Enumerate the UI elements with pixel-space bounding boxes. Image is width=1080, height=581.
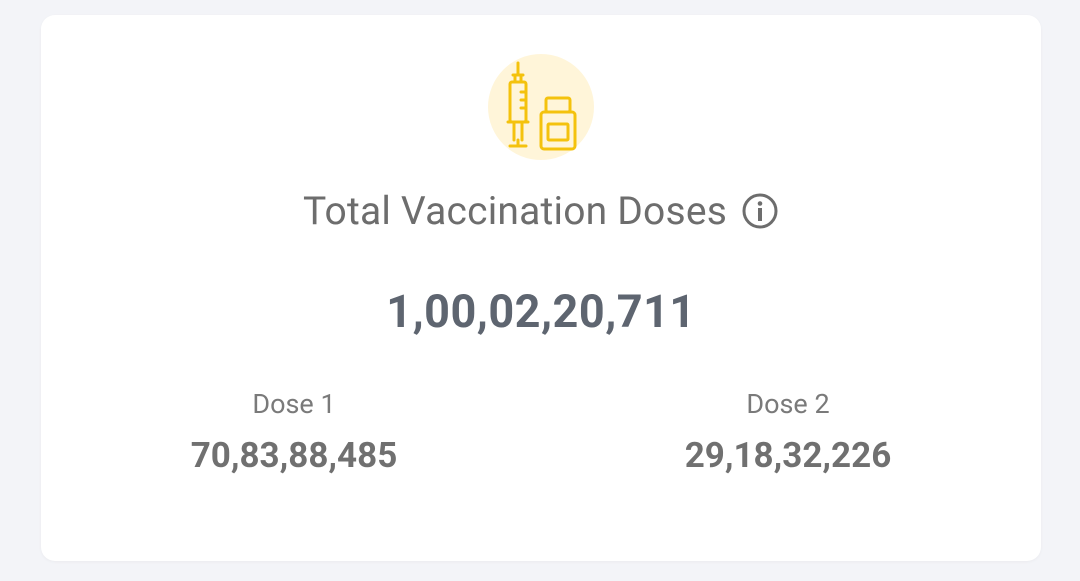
dose-label: Dose 1 (252, 388, 336, 420)
dose-value: 70,83,88,485 (190, 435, 398, 476)
card-title: Total Vaccination Doses (302, 188, 728, 234)
stats-card: Total Vaccination Doses 1,00,02,20,711 D… (41, 15, 1041, 561)
title-row: Total Vaccination Doses (41, 187, 1041, 235)
dose-label: Dose 2 (746, 388, 830, 420)
dose-block: Dose 1 70,83,88,485 (144, 385, 444, 476)
total-value: 1,00,02,20,711 (386, 285, 696, 338)
dose-value: 29,18,32,226 (684, 435, 892, 476)
info-button[interactable] (741, 192, 779, 230)
dose-block: Dose 2 29,18,32,226 (638, 385, 938, 476)
vaccine-icon (488, 54, 594, 160)
